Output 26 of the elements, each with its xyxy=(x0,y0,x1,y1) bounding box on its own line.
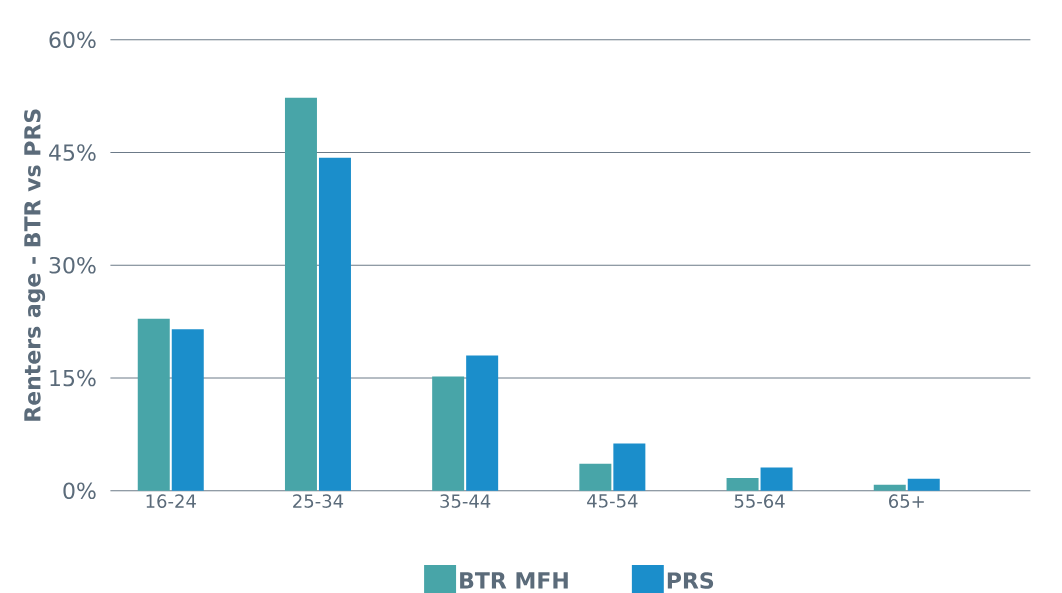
bar xyxy=(726,477,759,491)
y-tick-label: 60% xyxy=(49,31,96,49)
bar xyxy=(613,443,646,491)
legend-label: BTR MFH xyxy=(460,572,568,589)
x-tick-label: 35-44 xyxy=(440,494,491,508)
y-tick-label: 45% xyxy=(49,144,96,161)
x-tick-label: 16-24 xyxy=(146,494,196,508)
bar xyxy=(873,484,906,491)
bar xyxy=(284,97,317,491)
bar xyxy=(318,157,351,491)
bar xyxy=(171,329,204,491)
bar xyxy=(137,318,170,491)
y-tick-label: 30% xyxy=(49,256,96,274)
bar xyxy=(760,467,793,491)
x-tick-label: 55-64 xyxy=(734,494,785,508)
y-tick-label: 15% xyxy=(50,369,96,387)
x-tick-label: 25-34 xyxy=(293,494,344,508)
bar xyxy=(432,376,465,491)
y-tick-label: 0% xyxy=(63,482,96,500)
bar xyxy=(466,355,499,491)
legend-label: PRS xyxy=(667,572,714,589)
x-tick-label: 45-54 xyxy=(587,494,638,508)
x-tick-label: 65+ xyxy=(889,494,924,508)
bar xyxy=(579,463,612,491)
bar xyxy=(907,478,940,491)
y-axis-title: Renters age - BTR vs PRS xyxy=(24,109,46,421)
